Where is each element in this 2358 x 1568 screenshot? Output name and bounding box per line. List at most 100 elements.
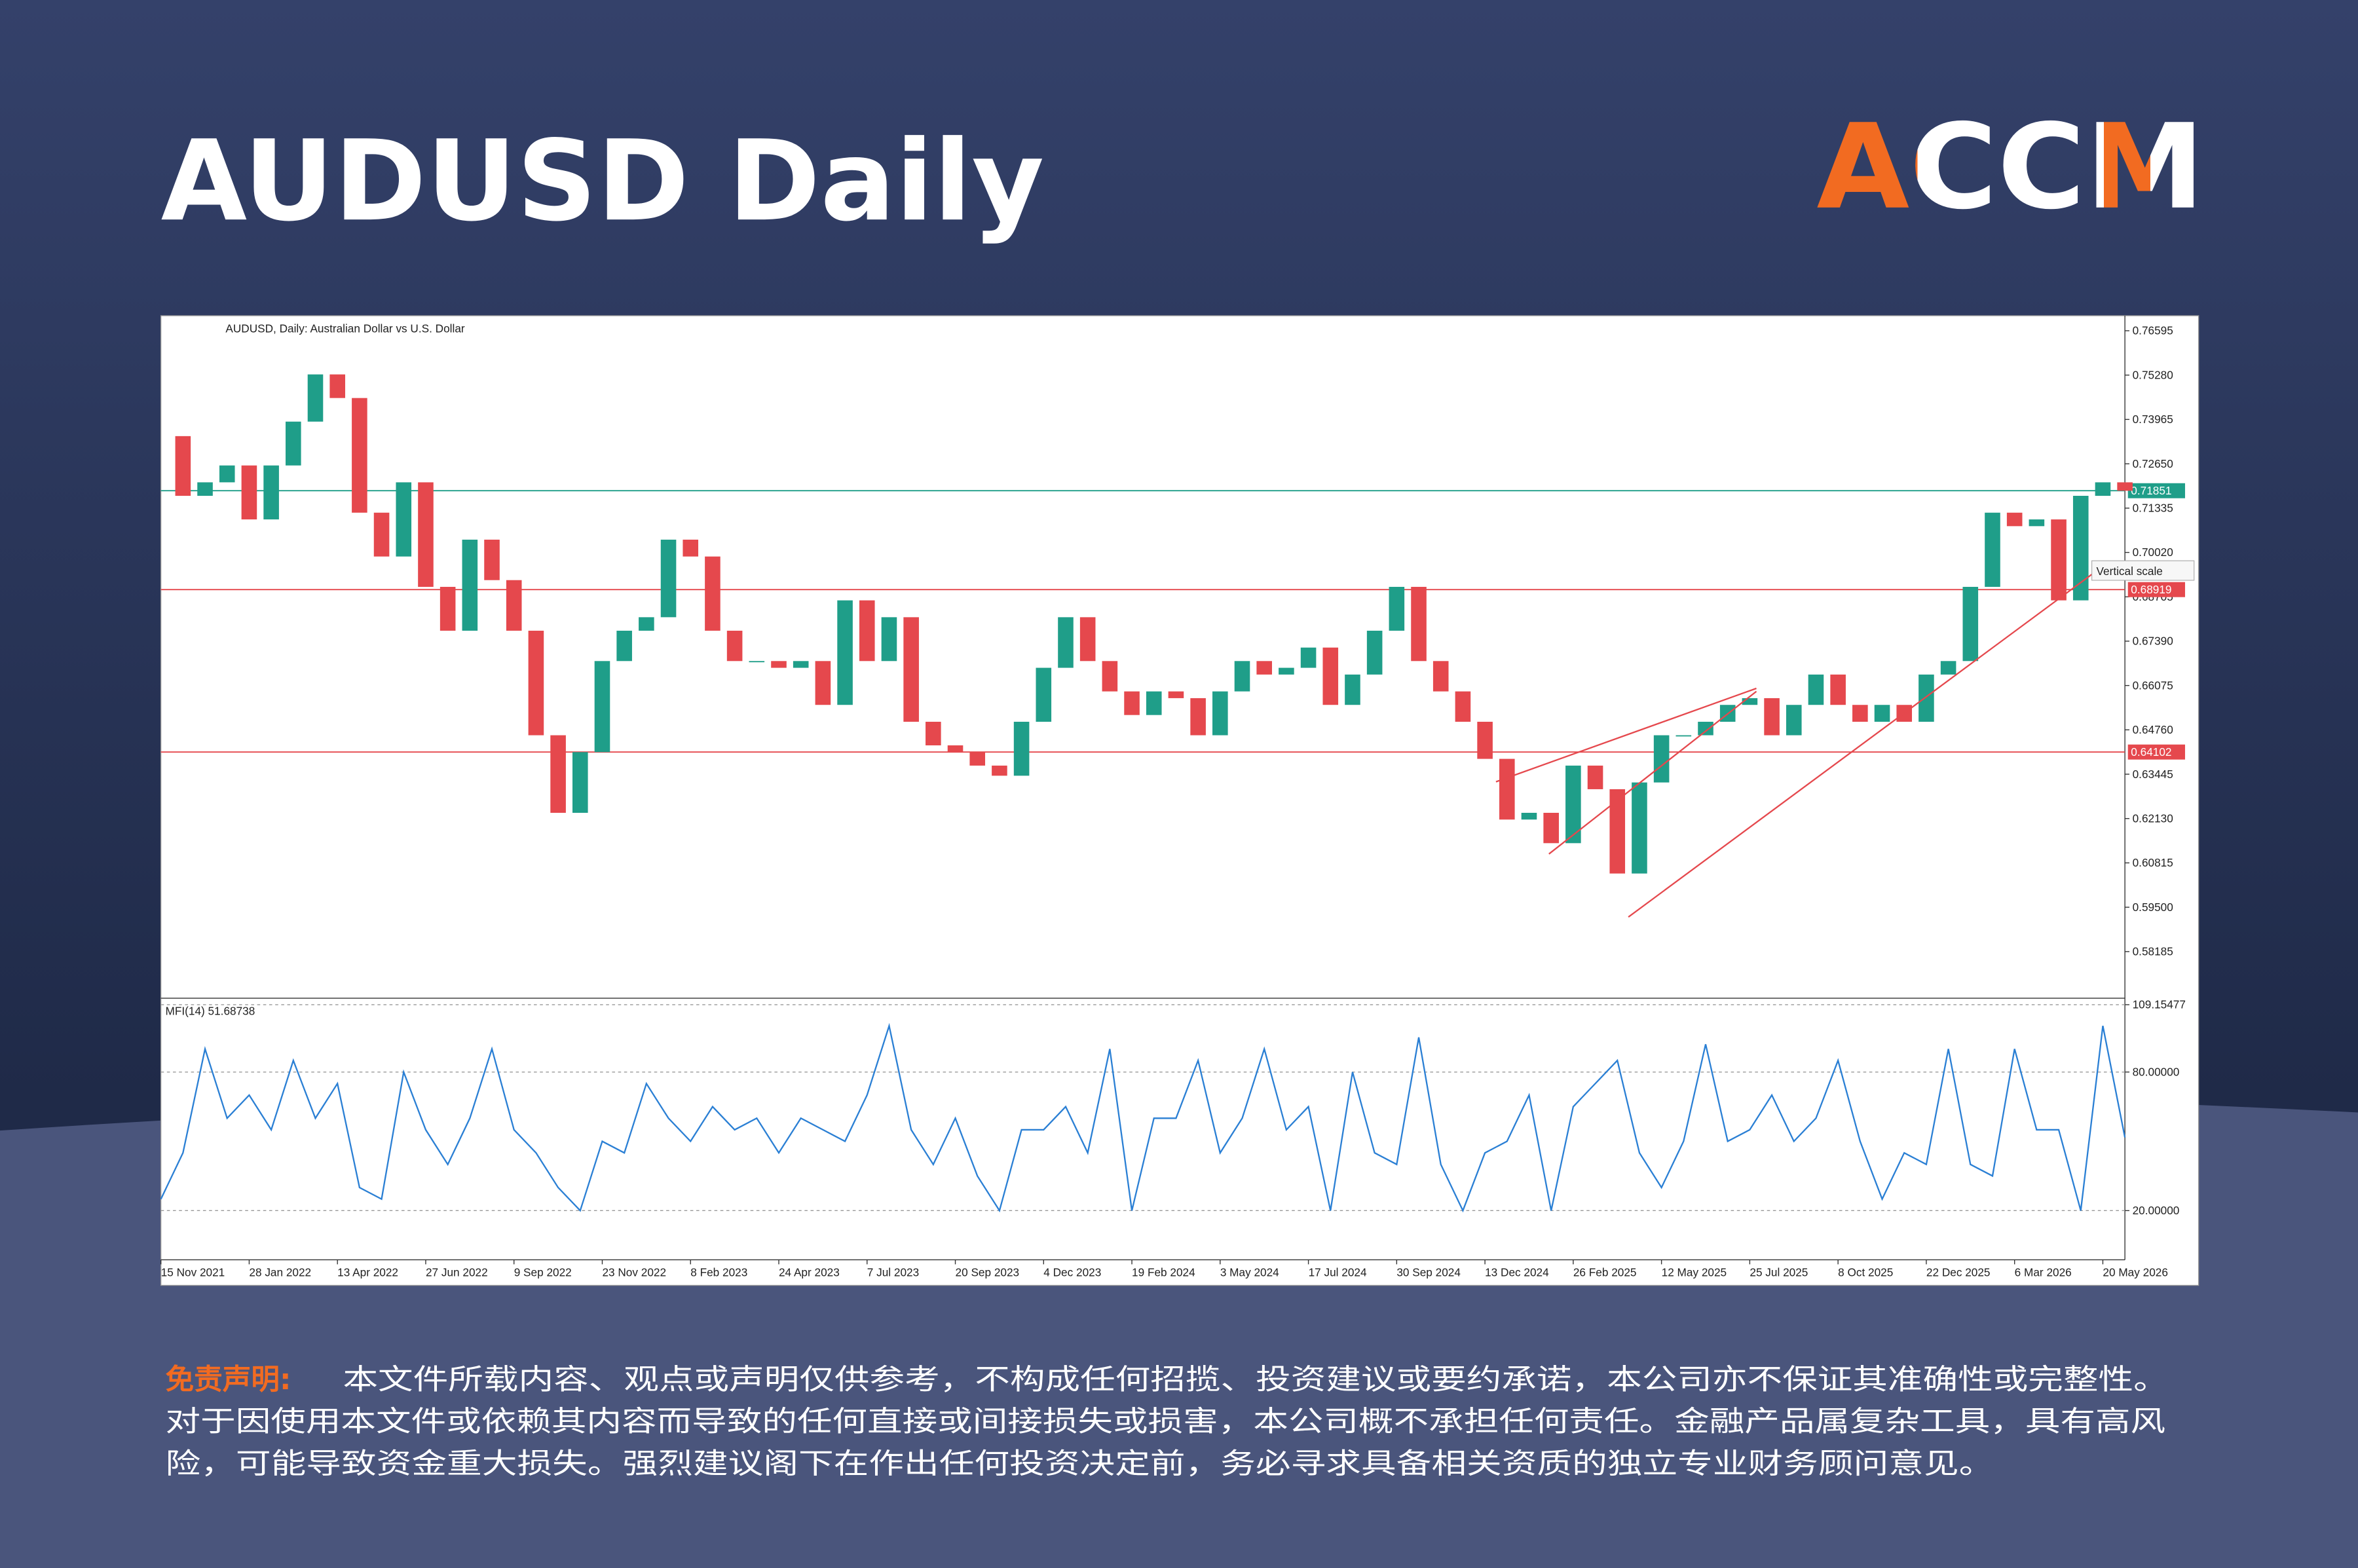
candle [307,374,324,422]
y-tick-label: 0.60815 [2133,856,2173,869]
disclaimer-line: 本文件所载内容、观点或声明仅供参考，不构成任何招揽、投资建议或要约承诺，本公司亦… [343,1364,2168,1396]
x-tick-label: 20 May 2026 [2103,1266,2167,1279]
candle [219,465,235,483]
candle [903,617,919,722]
candle [1432,661,1449,692]
candle [1190,698,1206,736]
candle [771,661,787,668]
x-tick-label: 6 Mar 2026 [2015,1266,2072,1279]
trend-line [1495,687,1757,783]
candle [1256,661,1272,675]
candle [1058,617,1074,668]
candle [969,752,986,766]
candle [1565,765,1581,844]
candle [1279,667,1294,675]
candle [1543,812,1559,844]
y-tick-label: 0.75280 [2133,368,2173,381]
y-tick-label: 0.67390 [2133,635,2173,648]
candle [1764,698,1780,736]
y-tick-label: 0.73965 [2133,413,2173,426]
candle [396,482,412,557]
x-tick-label: 8 Feb 2023 [690,1266,747,1279]
candle [352,398,367,513]
candle [815,661,831,705]
level-label: 0.68919 [2131,583,2171,596]
candle [2051,519,2067,601]
x-tick-label: 13 Dec 2024 [1485,1266,1549,1279]
x-tick-label: 12 May 2025 [1662,1266,1727,1279]
x-tick-label: 30 Sep 2024 [1396,1266,1461,1279]
chart-title: AUDUSD, Daily: Australian Dollar vs U.S.… [225,322,465,335]
candle [1212,691,1228,736]
candle [1653,735,1670,783]
logo: ACCM [1816,100,2204,236]
indicator-title: MFI(14) 51.68738 [166,1004,255,1017]
candle [1918,674,1934,722]
page-title: AUDUSD Daily [161,117,1045,246]
level-label-box [2127,483,2185,498]
candle [2117,482,2133,491]
candle [1632,782,1647,874]
candle [373,512,390,557]
candle [1168,691,1184,698]
candle [1786,705,1802,736]
candle [1852,705,1868,722]
candle [881,617,897,662]
candle [1079,617,1096,662]
candle [1830,674,1846,705]
x-tick-label: 27 Jun 2022 [426,1266,488,1279]
x-tick-label: 26 Feb 2025 [1573,1266,1637,1279]
candle [992,765,1007,776]
candle [616,630,632,662]
candle [329,374,345,398]
candle [683,539,699,557]
x-tick-label: 25 Jul 2025 [1750,1266,1808,1279]
candle [1609,789,1626,874]
candle [550,735,566,813]
candle [837,600,853,705]
candle [1962,587,1979,662]
candle [749,661,765,663]
candle [1455,691,1471,722]
y-tick-label: 0.63445 [2133,768,2173,781]
candle [705,556,720,631]
disclaimer-line: 对于因使用本文件或依赖其内容而导致的任何直接或间接损失或损害，本公司概不承担任何… [166,1406,2166,1438]
candle [1698,721,1713,736]
candle [1366,630,1383,675]
x-tick-label: 9 Sep 2022 [514,1266,572,1279]
candle [1102,661,1118,692]
candle [528,630,544,736]
tooltip-box [2091,560,2195,581]
y-tick-label: 0.71335 [2133,502,2173,515]
y-tick-label: 80.00000 [2133,1065,2180,1078]
candle [197,482,213,496]
y-tick-label: 0.72650 [2133,457,2173,470]
candle [1521,812,1537,820]
y-tick-label: 0.70020 [2133,546,2173,559]
x-tick-label: 20 Sep 2023 [956,1266,1020,1279]
x-tick-label: 22 Dec 2025 [1926,1266,1991,1279]
candle [1587,765,1603,789]
candle [1940,661,1956,675]
x-tick-label: 24 Apr 2023 [779,1266,840,1279]
candle [1389,587,1405,631]
candle [726,630,743,662]
tooltip: Vertical scale [2097,565,2163,578]
level-label: 0.64102 [2131,745,2171,758]
x-tick-label: 4 Dec 2023 [1043,1266,1101,1279]
candle [1322,647,1339,705]
candle [1742,698,1758,705]
candle [594,661,610,753]
candle [462,539,478,631]
candle [639,617,654,631]
candle [440,587,456,631]
candle [484,539,500,580]
candle [286,421,301,466]
y-tick-label: 0.64760 [2133,723,2173,736]
candle [2006,512,2023,527]
y-tick-label: 0.62130 [2133,812,2173,825]
candle [1985,512,2000,588]
candle [1808,674,1824,705]
